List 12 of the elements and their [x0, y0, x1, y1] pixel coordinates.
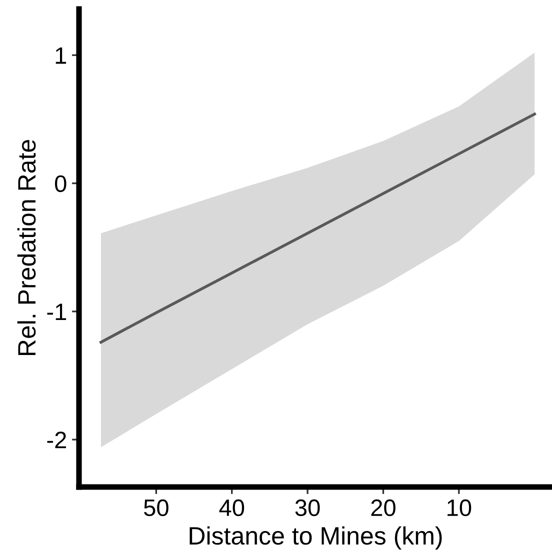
y-tick-label: 1 [56, 47, 66, 64]
y-tick-label: -2 [47, 432, 66, 448]
x-tick-label: 10 [448, 499, 472, 516]
x-tick-label: 30 [295, 499, 320, 516]
x-tick-label: 50 [144, 499, 168, 516]
y-axis-title: Rel. Predation Rate [17, 140, 36, 356]
line-series [100, 112, 536, 344]
x-tick-label: 20 [371, 499, 396, 516]
y-tick-label: -1 [47, 304, 66, 320]
y-tick-label: 0 [54, 175, 66, 192]
x-tick-label: 40 [219, 499, 244, 516]
x-axis-title: Distance to Mines (km) [190, 526, 442, 550]
